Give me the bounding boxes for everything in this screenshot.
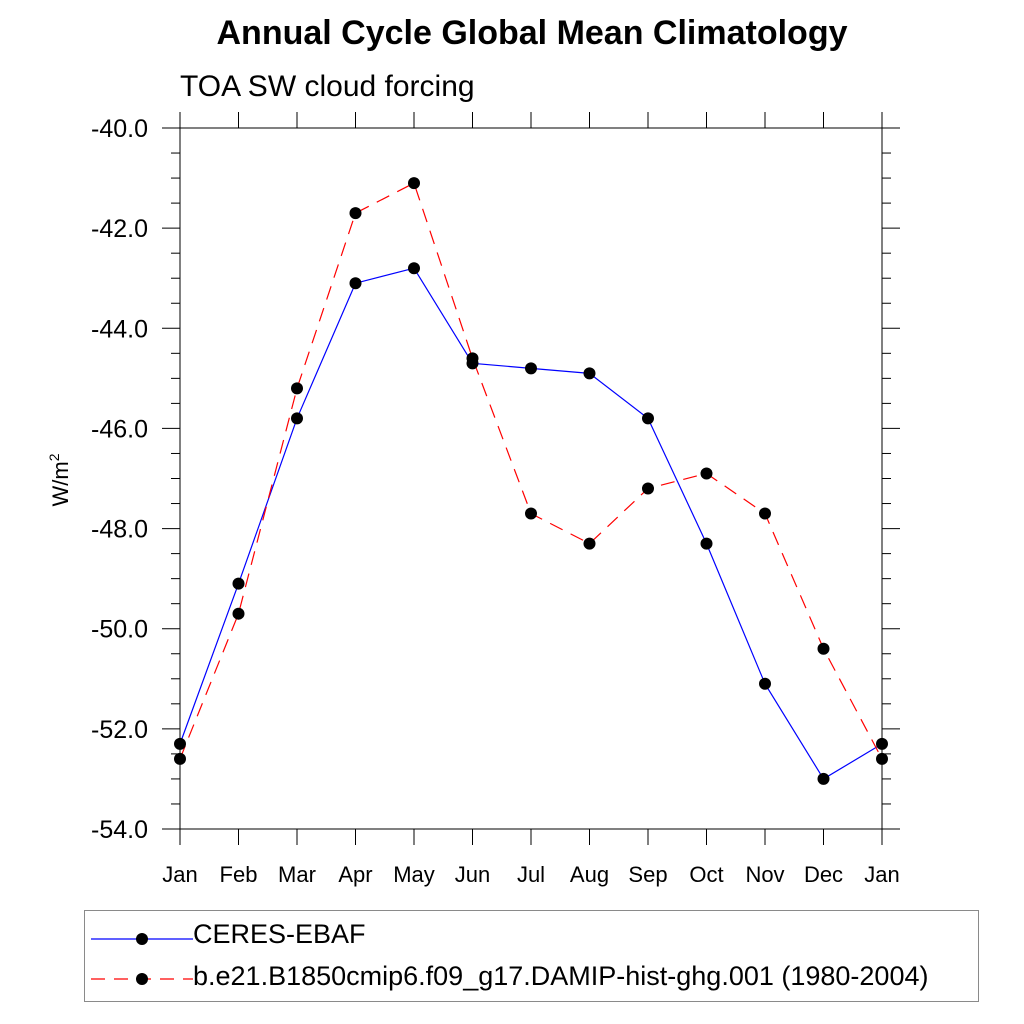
series-1-point: [583, 537, 596, 550]
series-0-point: [759, 677, 771, 690]
series-1-point: [817, 642, 830, 655]
y-tick-label: -48.0: [91, 516, 148, 544]
x-tick-label: Apr: [338, 862, 372, 887]
series-0-point: [876, 737, 888, 750]
legend: CERES-EBAF b.e21.B1850cmip6.f09_g17.DAMI…: [84, 910, 979, 1002]
x-tick-label: Mar: [278, 862, 316, 887]
legend-label-0: CERES-EBAF: [193, 919, 366, 949]
series-0-point: [349, 277, 362, 290]
series-0-point: [232, 577, 245, 590]
series-0-point: [174, 737, 186, 750]
x-tick-label: Jul: [517, 862, 545, 887]
x-tick-label: Dec: [804, 862, 843, 887]
y-tick-label: -44.0: [91, 315, 148, 343]
x-tick-label: May: [393, 862, 435, 887]
series-0-point: [583, 367, 596, 380]
y-axis-label-text: W/m: [48, 461, 73, 506]
legend-item-1: b.e21.B1850cmip6.f09_g17.DAMIP-hist-ghg.…: [85, 957, 978, 997]
series-0-point: [700, 537, 713, 550]
series-0-point: [817, 772, 830, 785]
series-1-point: [759, 507, 771, 520]
y-axis-label-superscript: 2: [46, 453, 62, 461]
x-tick-label: Sep: [628, 862, 667, 887]
y-tick-label: -46.0: [91, 415, 148, 443]
series-1-point: [232, 607, 245, 620]
series-1-point: [525, 507, 537, 520]
series-1-point: [291, 382, 303, 395]
chart-subtitle: TOA SW cloud forcing: [180, 70, 475, 103]
x-tick-label: Aug: [570, 862, 609, 887]
series-1-point: [174, 752, 186, 765]
series-1-point: [349, 207, 362, 220]
x-tick-label: Jun: [455, 862, 490, 887]
x-tick-label: Nov: [745, 862, 784, 887]
series-line-1: [179, 182, 883, 760]
line-chart: -40.0 -42.0 -44.0 -46.0 -48.0 -50.0 -52.0 -54.0…: [46, 112, 900, 887]
x-tick-label: Feb: [220, 862, 258, 887]
legend-item-0: CERES-EBAF: [85, 915, 978, 955]
series-0-point: [408, 262, 420, 275]
series-layer: [174, 177, 888, 785]
axes: [162, 112, 900, 845]
x-tick-label: Jan: [162, 862, 197, 887]
series-1-point: [408, 177, 420, 190]
y-tick-label: -50.0: [91, 616, 148, 644]
plot-frame: [179, 127, 883, 830]
y-tick-label: -52.0: [91, 716, 148, 744]
legend-symbol-dashed: [91, 973, 193, 985]
series-1-point: [700, 467, 713, 480]
y-tick-label: -40.0: [91, 115, 148, 143]
legend-label-1: b.e21.B1850cmip6.f09_g17.DAMIP-hist-ghg.…: [193, 961, 929, 991]
y-axis-label: W/m2: [46, 453, 73, 506]
series-0-point: [525, 362, 537, 375]
series-1-point: [466, 352, 479, 365]
series-0-point: [642, 412, 654, 425]
series-line-0: [179, 267, 883, 780]
series-0-point: [291, 412, 303, 425]
y-tick-label: -54.0: [91, 816, 148, 844]
legend-symbol-solid: [91, 933, 193, 945]
series-1-point: [876, 752, 888, 765]
x-tick-label: Jan: [864, 862, 899, 887]
tick-labels: -40.0 -42.0 -44.0 -46.0 -48.0 -50.0 -52.0 -54.0…: [91, 115, 900, 887]
chart-title: Annual Cycle Global Mean Climatology: [216, 14, 848, 52]
x-tick-label: Oct: [689, 862, 723, 887]
series-1-point: [642, 482, 654, 495]
y-tick-label: -42.0: [91, 215, 148, 243]
